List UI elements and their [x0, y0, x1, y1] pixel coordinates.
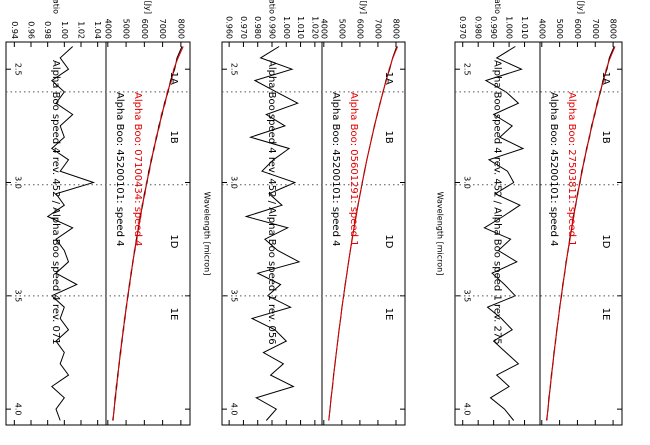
- tick-label: 8000: [609, 19, 618, 39]
- plot-frame: [539, 41, 623, 426]
- spectrum-line: [46, 46, 96, 421]
- tick-label: 0.990: [489, 16, 498, 39]
- tick-label: 8000: [391, 19, 400, 39]
- band-label: 1D: [383, 234, 394, 248]
- tick-label: 1.020: [310, 16, 319, 39]
- tick-label: 5000: [122, 19, 131, 39]
- band-label: 1B: [600, 131, 611, 144]
- tick-label: 1.000: [282, 16, 291, 39]
- legend-label: Alpha Boo speed 4 rev. 452 / Alpha Boo s…: [266, 60, 277, 345]
- tick-label: 7000: [591, 19, 600, 39]
- tick-label: 3.5: [230, 289, 239, 302]
- legend-label: Alpha Boo: 45200101: speed 4: [114, 92, 125, 246]
- tick-label: 3.0: [14, 176, 23, 189]
- tick-label: 1.04: [93, 21, 102, 39]
- tick-label: 3.5: [463, 289, 472, 302]
- band-label: 1E: [383, 308, 394, 321]
- spectrum-line: [328, 46, 399, 421]
- tick-label: 7000: [158, 19, 167, 39]
- tick-label: 1.010: [520, 16, 529, 39]
- spectrum-line: [244, 46, 301, 421]
- tick-label: 4000: [319, 19, 328, 39]
- tick-label: 7000: [373, 19, 382, 39]
- axis-title: Flux−ratio: [493, 0, 502, 14]
- axis-title: Wavelength [micron]: [436, 192, 445, 276]
- tick-label: 0.96: [27, 21, 36, 39]
- band-label: 1E: [600, 308, 611, 321]
- tick-label: 0.980: [253, 16, 262, 39]
- tick-label: 0.970: [458, 16, 467, 39]
- axis-title: Flux [Jy]: [359, 0, 368, 14]
- tick-label: 3.0: [463, 176, 472, 189]
- axis-title: Flux [Jy]: [577, 0, 586, 14]
- plot-frame: [105, 41, 191, 426]
- legend-label: Alpha Boo: 05601291: speed 1: [348, 92, 359, 246]
- tick-label: 3.5: [14, 289, 23, 302]
- tick-label: 2.5: [230, 63, 239, 76]
- tick-label: 6000: [573, 19, 582, 39]
- tick-label: 0.980: [474, 16, 483, 39]
- tick-label: 1.010: [296, 16, 305, 39]
- band-label: 1D: [600, 234, 611, 248]
- band-label: 1A: [383, 72, 394, 85]
- tick-label: 1.02: [77, 21, 86, 39]
- spectrum-line: [483, 46, 525, 421]
- legend-label: Alpha Boo: 45200101: speed 4: [330, 92, 341, 246]
- legend-label: Alpha Boo: 27503811: speed 1: [566, 92, 577, 246]
- tick-label: 4.0: [463, 403, 472, 416]
- legend-label: Alpha Boo: 45200101: speed 4: [548, 92, 559, 246]
- tick-label: 6000: [140, 19, 149, 39]
- tick-label: 2.5: [463, 63, 472, 76]
- band-label: 1A: [600, 72, 611, 85]
- tick-label: 6000: [355, 19, 364, 39]
- plot-frame: [321, 41, 406, 426]
- tick-label: 1.000: [505, 16, 514, 39]
- spectrum-line: [546, 46, 616, 421]
- tick-label: 8000: [176, 19, 185, 39]
- band-label: 1E: [168, 308, 179, 321]
- legend-label: Alpha Boo: 07100434: speed 4: [132, 92, 143, 246]
- tick-label: 5000: [337, 19, 346, 39]
- tick-label: 1.00: [60, 21, 69, 39]
- tick-label: 2.5: [14, 63, 23, 76]
- axis-title: Flux [Jy]: [144, 0, 153, 14]
- tick-label: 4.0: [14, 403, 23, 416]
- legend-label: Alpha Boo speed 4 rev. 452 / Alpha Boo s…: [50, 60, 61, 345]
- axis-title: Wavelength [micron]: [203, 192, 212, 276]
- band-label: 1B: [168, 131, 179, 144]
- tick-label: 3.0: [230, 176, 239, 189]
- axis-title: Flux−ratio: [268, 0, 277, 14]
- band-label: 1B: [383, 131, 394, 144]
- tick-label: 0.98: [43, 21, 52, 39]
- band-label: 1A: [168, 72, 179, 85]
- tick-label: 4000: [103, 19, 112, 39]
- tick-label: 4.0: [230, 403, 239, 416]
- tick-label: 0.990: [268, 16, 277, 39]
- band-label: 1D: [168, 234, 179, 248]
- legend-label: Alpha Boo speed 4 rev. 452 / Alpha Boo s…: [492, 60, 503, 345]
- spectrum-line: [112, 46, 184, 421]
- tick-label: 0.94: [10, 21, 19, 39]
- tick-label: 4000: [537, 19, 546, 39]
- axis-title: Flux−ratio: [52, 0, 61, 14]
- tick-label: 0.960: [225, 16, 234, 39]
- tick-label: 0.970: [239, 16, 248, 39]
- tick-label: 5000: [555, 19, 564, 39]
